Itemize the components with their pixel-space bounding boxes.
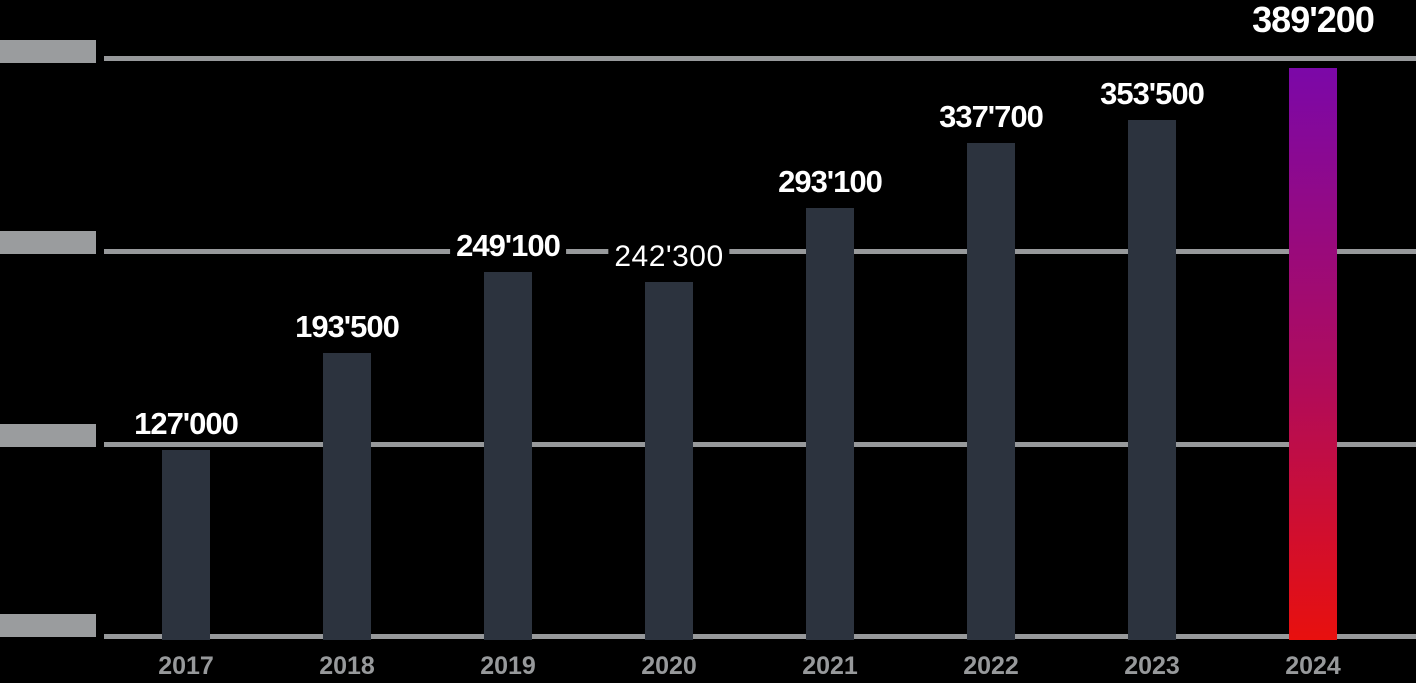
x-axis-label: 2024 bbox=[1285, 652, 1341, 680]
bar-value-label: 242'300 bbox=[608, 240, 730, 273]
x-axis-label: 2018 bbox=[319, 652, 375, 680]
bar bbox=[967, 143, 1015, 640]
x-axis-label: 2019 bbox=[480, 652, 536, 680]
gridline-lower bbox=[104, 442, 1416, 447]
gridline-baseline bbox=[104, 634, 1416, 639]
bar-value-label: 193'500 bbox=[289, 309, 405, 344]
gridline-upper bbox=[104, 249, 1416, 254]
bar bbox=[484, 272, 532, 640]
y-axis-tick-block bbox=[0, 424, 96, 447]
bar-value-label: 293'100 bbox=[772, 164, 888, 199]
bar bbox=[806, 208, 854, 640]
y-axis-tick-block bbox=[0, 40, 96, 63]
x-axis-label: 2022 bbox=[963, 652, 1019, 680]
y-axis-tick-block bbox=[0, 614, 96, 637]
x-axis-label: 2017 bbox=[158, 652, 214, 680]
bar-value-label: 353'500 bbox=[1094, 76, 1210, 111]
bar bbox=[162, 450, 210, 640]
bar-value-label: 127'000 bbox=[128, 406, 244, 441]
gridline-top bbox=[104, 56, 1416, 61]
bar-highlighted bbox=[1289, 68, 1337, 640]
bar bbox=[323, 353, 371, 640]
x-axis-label: 2020 bbox=[641, 652, 697, 680]
bar-value-label: 389'200 bbox=[1246, 0, 1380, 40]
bar bbox=[645, 282, 693, 640]
bar-value-label: 337'700 bbox=[933, 99, 1049, 134]
y-axis-tick-block bbox=[0, 231, 96, 254]
bar bbox=[1128, 120, 1176, 640]
x-axis-label: 2021 bbox=[802, 652, 858, 680]
x-axis-label: 2023 bbox=[1124, 652, 1180, 680]
bar-value-label: 249'100 bbox=[450, 228, 566, 263]
